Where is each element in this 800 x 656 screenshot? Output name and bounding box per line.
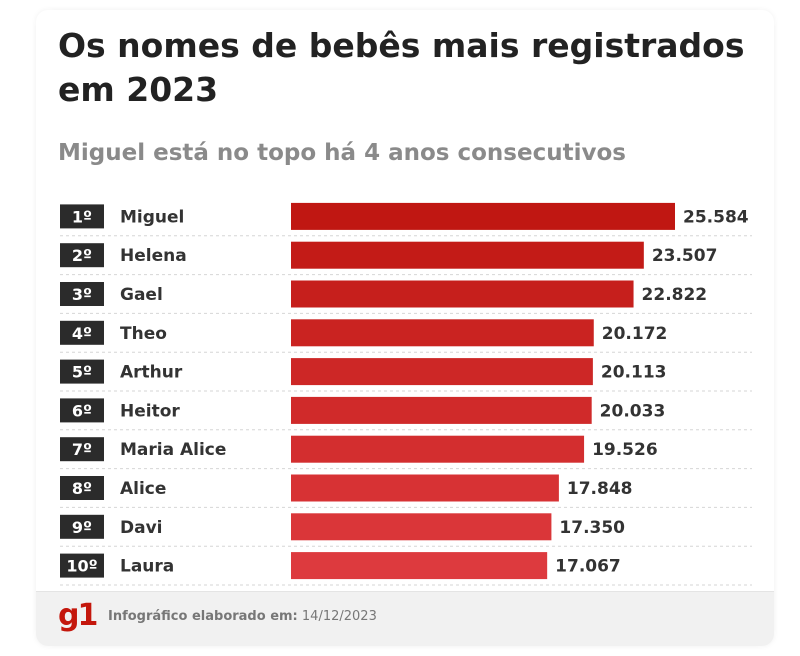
value-label: 20.172 <box>602 324 668 344</box>
bar <box>291 241 644 269</box>
rank-badge <box>60 553 104 578</box>
bar <box>291 358 593 386</box>
g1-logo: g1 <box>58 598 98 633</box>
value-label: 22.822 <box>642 285 708 305</box>
rank-badge <box>60 514 104 539</box>
value-label: 23.507 <box>652 246 718 266</box>
chart-subtitle: Miguel está no topo há 4 anos consecutiv… <box>58 140 626 166</box>
rank-label: 10º <box>66 557 97 576</box>
rank-label: 5º <box>72 363 92 382</box>
rank-label: 1º <box>72 207 92 226</box>
credit-date: 14/12/2023 <box>301 609 377 624</box>
bar <box>291 552 548 580</box>
credit-label: Infográfico elaborado em: <box>108 609 298 624</box>
rank-badge <box>60 320 104 345</box>
rank-label: 2º <box>72 246 92 265</box>
rank-badge <box>60 282 104 306</box>
rank-label: 7º <box>72 440 92 459</box>
rank-label: 8º <box>72 479 92 498</box>
name-label: Alice <box>120 479 166 499</box>
value-label: 20.033 <box>600 401 666 421</box>
name-label: Gael <box>120 285 163 305</box>
bar <box>291 513 552 541</box>
bar-chart: 1º Miguel 25.584 2º Helena 23.507 3º Gael 22.822… <box>60 202 752 586</box>
bar <box>291 202 675 230</box>
value-label: 20.113 <box>601 363 667 383</box>
bar <box>291 280 634 308</box>
rank-badge <box>60 437 104 462</box>
footer: g1 Infográfico elaborado em: 14/12/2023 <box>36 591 774 646</box>
value-label: 17.350 <box>559 518 625 538</box>
rank-label: 3º <box>72 285 92 304</box>
credit-text: Infográfico elaborado em: 14/12/2023 <box>108 609 377 624</box>
bar <box>291 474 559 502</box>
name-label: Helena <box>120 246 187 266</box>
name-label: Theo <box>120 324 167 344</box>
value-label: 25.584 <box>683 207 749 227</box>
value-label: 17.067 <box>555 557 621 577</box>
rank-badge <box>60 476 104 500</box>
rank-badge <box>60 359 104 384</box>
name-label: Maria Alice <box>120 440 226 460</box>
name-label: Davi <box>120 518 163 538</box>
rank-badge <box>60 398 104 423</box>
rank-label: 4º <box>72 324 92 343</box>
bar <box>291 396 592 424</box>
value-label: 17.848 <box>567 479 633 499</box>
value-label: 19.526 <box>592 440 658 460</box>
name-label: Miguel <box>120 207 184 227</box>
rank-label: 9º <box>72 518 92 537</box>
bar <box>291 435 585 463</box>
chart-title: Os nomes de bebês mais registrados em 20… <box>58 26 745 109</box>
name-label: Heitor <box>120 401 180 421</box>
infographic-card: Os nomes de bebês mais registrados em 20… <box>36 10 774 646</box>
bar <box>291 319 594 347</box>
name-label: Arthur <box>120 363 183 383</box>
name-label: Laura <box>120 557 174 577</box>
rank-label: 6º <box>72 401 92 420</box>
rank-badge <box>60 243 104 268</box>
rank-badge <box>60 204 104 229</box>
